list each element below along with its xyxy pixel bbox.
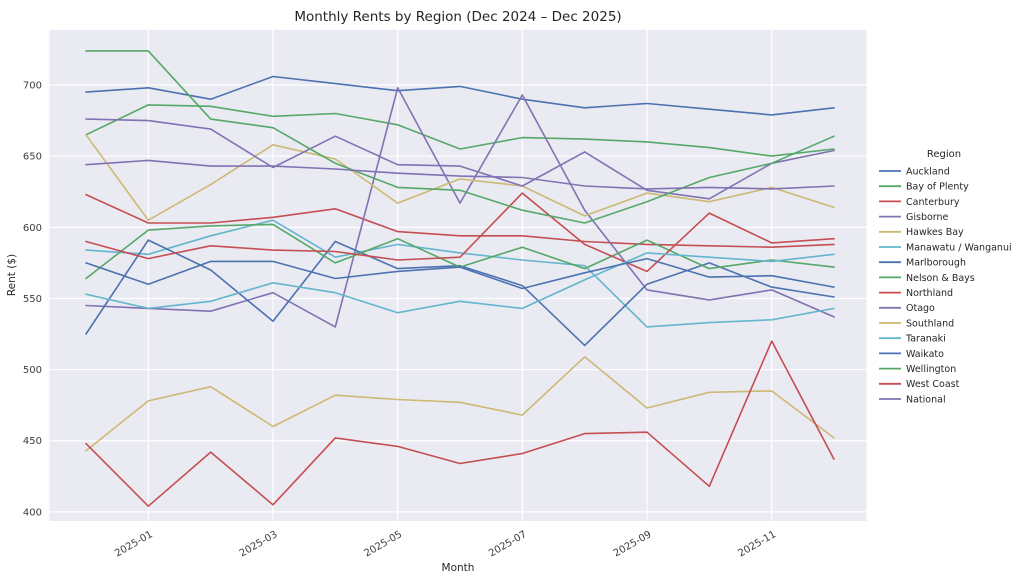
series-line-otago xyxy=(85,118,835,200)
legend-item-manawatu-wanganui: Manawatu / Wanganui xyxy=(879,242,1012,253)
series-line-hawkes-bay xyxy=(85,134,835,221)
legend-label: Northland xyxy=(906,288,953,299)
series-line-manawatu-wanganui xyxy=(85,219,835,328)
legend-item-west-coast: West Coast xyxy=(879,379,960,390)
legend-label: Marlborough xyxy=(906,258,966,269)
y-tick-label: 450 xyxy=(23,436,42,447)
series-line-auckland xyxy=(85,75,835,116)
legend-label: Taranaki xyxy=(905,334,946,345)
series-line-wellington xyxy=(85,50,835,224)
legend-item-nelson-bays: Nelson & Bays xyxy=(879,273,975,284)
x-tick-label: 2025-01 xyxy=(113,529,155,559)
legend-label: Manawatu / Wanganui xyxy=(906,242,1012,253)
legend-label: Hawkes Bay xyxy=(906,227,964,238)
legend-title: Region xyxy=(927,149,961,160)
legend-item-northland: Northland xyxy=(879,288,953,299)
series-line-national xyxy=(85,159,835,190)
y-tick-label: 700 xyxy=(23,81,42,92)
y-tick-label: 500 xyxy=(23,365,42,376)
gridlines xyxy=(49,30,867,521)
legend-item-otago: Otago xyxy=(879,303,935,314)
x-tick-label: 2025-09 xyxy=(612,529,654,559)
legend-item-waikato: Waikato xyxy=(879,349,944,360)
series-line-gisborne xyxy=(85,87,835,328)
y-tick-label: 400 xyxy=(23,507,42,518)
x-tick-label: 2025-11 xyxy=(736,529,778,559)
legend-item-hawkes-bay: Hawkes Bay xyxy=(879,227,964,238)
legend-label: Canterbury xyxy=(906,197,960,208)
legend-item-bay-of-plenty: Bay of Plenty xyxy=(879,182,969,193)
series-line-marlborough xyxy=(85,239,835,347)
series-line-west-coast xyxy=(85,340,835,508)
legend-label: Southland xyxy=(906,318,954,329)
legend-label: Otago xyxy=(906,303,935,314)
series-line-northland xyxy=(85,192,835,273)
series-line-southland xyxy=(85,355,835,452)
legend-label: National xyxy=(906,394,946,405)
x-axis-label: Month xyxy=(442,562,475,574)
legend-item-canterbury: Canterbury xyxy=(879,197,960,208)
x-tick-label: 2025-07 xyxy=(487,529,529,559)
x-axis-ticks: 2025-01 2025-03 2025-05 2025-07 2025-09 2025-… xyxy=(113,529,778,559)
legend-label: Auckland xyxy=(906,166,950,177)
legend-item-gisborne: Gisborne xyxy=(879,212,949,223)
series-lines xyxy=(85,50,835,508)
x-tick-label: 2025-03 xyxy=(238,529,280,559)
legend-item-southland: Southland xyxy=(879,318,954,329)
series-line-bay-of-plenty xyxy=(85,104,835,157)
x-tick-label: 2025-05 xyxy=(362,529,404,559)
legend-item-wellington: Wellington xyxy=(879,364,956,375)
legend-label: Nelson & Bays xyxy=(906,273,975,284)
y-axis-ticks: 400 450 500 550 600 650 700 xyxy=(23,81,42,519)
legend-label: West Coast xyxy=(906,379,960,390)
legend-item-taranaki: Taranaki xyxy=(879,334,946,345)
series-line-canterbury xyxy=(85,193,835,248)
legend-items: Auckland Bay of Plenty Canterbury Gisborne H… xyxy=(879,166,1012,405)
chart-title: Monthly Rents by Region (Dec 2024 – Dec … xyxy=(294,9,621,25)
y-tick-label: 550 xyxy=(23,294,42,305)
y-axis-label: Rent ($) xyxy=(6,254,18,296)
legend-item-auckland: Auckland xyxy=(879,166,950,177)
legend-item-marlborough: Marlborough xyxy=(879,258,966,269)
y-tick-label: 650 xyxy=(23,152,42,163)
y-tick-label: 600 xyxy=(23,223,42,234)
legend-label: Gisborne xyxy=(906,212,949,223)
legend: Region Auckland Bay of Plenty Canterbury Gi… xyxy=(879,149,1012,405)
series-line-taranaki xyxy=(85,252,835,314)
legend-item-national: National xyxy=(879,394,946,405)
legend-label: Waikato xyxy=(906,349,944,360)
legend-label: Bay of Plenty xyxy=(906,182,969,193)
series-line-waikato xyxy=(85,257,835,290)
legend-label: Wellington xyxy=(906,364,956,375)
